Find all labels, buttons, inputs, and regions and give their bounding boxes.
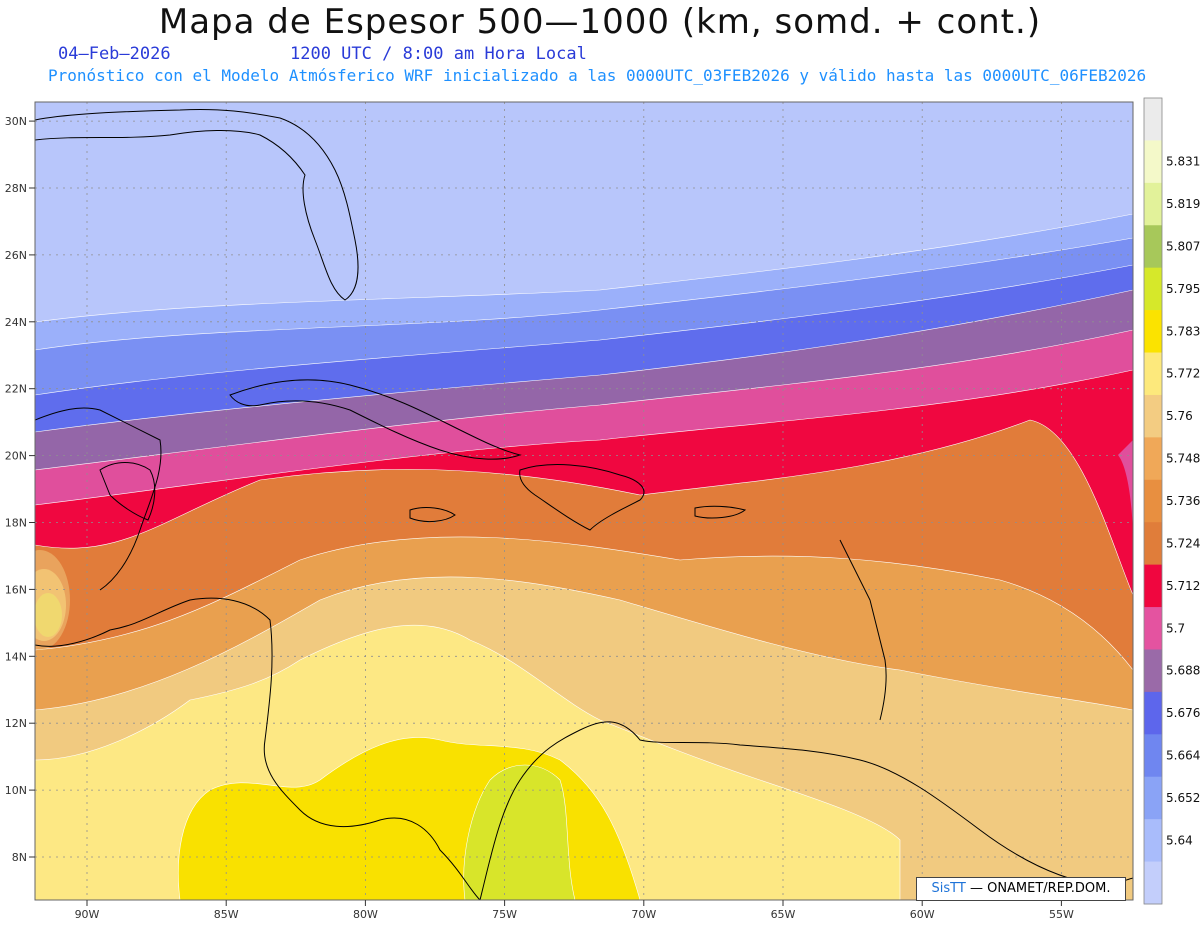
lat-tick-label: 10N [5,784,27,797]
colorbar-label: 5.7 [1166,621,1185,635]
colorbar-label: 5.676 [1166,706,1200,720]
colorbar-swatch [1144,352,1162,396]
colorbar-label: 5.664 [1166,749,1200,763]
lat-tick-label: 26N [5,249,27,262]
map-frame [34,101,1134,901]
lat-tick-label: 16N [5,583,27,596]
colorbar-label: 5.652 [1166,791,1200,805]
colorbar-swatch [1144,607,1162,650]
band-5783 [463,764,576,900]
latitude-ticks: 8N 10N 12N 14N 16N 18N 20N 22N 24N 26N 28N 30N [5,115,35,864]
band-5712-east [1118,440,1133,540]
colorbar-label: 5.736 [1166,494,1200,508]
colorbar-swatch [1144,140,1162,184]
lat-tick-label: 8N [12,851,27,864]
hispaniola [519,464,645,531]
longitude-ticks: 90W 85W 80W 75W 70W 65W 60W 55W [75,900,1074,921]
colorbar-swatch [1144,394,1162,438]
gulf-coast-mexico [35,407,162,591]
colorbar-swatch [1144,564,1162,608]
colorbar-swatch [1144,734,1162,778]
colorbar-swatch [1144,776,1162,820]
forecast-time: 1200 UTC / 8:00 am Hora Local [290,44,587,64]
colorbar-label: 5.64 [1166,833,1193,847]
coastlines [35,108,1133,900]
colorbar-swatch [1144,225,1162,269]
colorbar-swatch [1144,437,1162,481]
colorbar-swatch [1144,861,1162,905]
colorbar-label: 5.795 [1166,282,1200,296]
lon-tick-label: 75W [492,908,517,921]
colorbar-swatch [1144,691,1162,735]
colorbar-swatch [1144,819,1162,863]
colorbar-swatch [1144,649,1162,693]
lat-lon-grid [35,102,1133,900]
credit-box: SisTT — ONAMET/REP.DOM. [916,877,1126,901]
lesser-antilles [839,539,887,721]
lat-tick-label: 18N [5,517,27,530]
colorbar-label: 5.807 [1166,239,1200,253]
colorbar: 5.831 5.819 5.807 5.795 5.783 5.772 5.76 5.748 5… [1143,97,1200,905]
lat-tick-label: 22N [5,383,27,396]
colorbar-label: 5.688 [1166,664,1200,678]
jamaica [409,507,456,523]
map-title: Mapa de Espesor 500—1000 (km, somd. + co… [158,2,1042,42]
colorbar-label: 5.748 [1166,452,1200,466]
lat-tick-label: 12N [5,717,27,730]
colorbar-label: 5.783 [1166,324,1200,338]
colorbar-swatch [1144,479,1162,523]
cuba [229,379,522,460]
colorbar-swatch [1144,310,1162,354]
lon-tick-label: 70W [631,908,656,921]
colorbar-swatch [1144,522,1162,566]
colorbar-label: 5.724 [1166,536,1200,550]
forecast-date: 04—Feb—2026 [58,44,171,64]
band-5748-west [35,550,70,650]
south-america-north [479,721,1133,900]
colorbar-label: 5.772 [1166,367,1200,381]
lon-tick-label: 55W [1049,908,1074,921]
lat-tick-label: 24N [5,316,27,329]
colorbar-label: 5.712 [1166,579,1200,593]
thickness-field [35,102,1133,900]
colorbar-swatch [1144,267,1162,311]
lon-tick-label: 85W [214,908,239,921]
forecast-info-line: Pronóstico con el Modelo Atmósferico WRF… [48,66,1147,85]
florida-coast [35,108,359,301]
colorbar-label: 5.831 [1166,155,1200,169]
colorbar-swatch [1144,182,1162,226]
yucatan [99,462,156,521]
puerto-rico [694,505,747,519]
lat-tick-label: 20N [5,450,27,463]
lon-tick-label: 80W [353,908,378,921]
colorbar-label: 5.76 [1166,409,1193,423]
lon-tick-label: 65W [771,908,796,921]
lon-tick-label: 60W [910,908,935,921]
credit-text: — ONAMET/REP.DOM. [969,881,1111,896]
colorbar-swatch [1144,98,1162,141]
lat-tick-label: 30N [5,115,27,128]
central-america [35,597,481,900]
colorbar-label: 5.819 [1166,197,1200,211]
credit-brand: SisTT [931,881,966,896]
lat-tick-label: 28N [5,182,27,195]
lon-tick-label: 90W [75,908,100,921]
lat-tick-label: 14N [5,650,27,663]
